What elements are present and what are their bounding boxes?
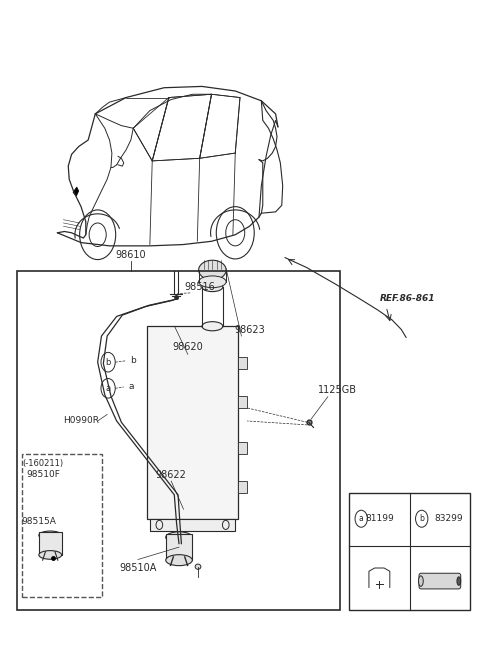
- FancyBboxPatch shape: [419, 573, 461, 589]
- Text: b: b: [106, 358, 111, 366]
- Ellipse shape: [199, 276, 226, 288]
- Bar: [150, 519, 235, 530]
- Bar: [166, 534, 192, 560]
- Bar: [17, 271, 340, 610]
- Ellipse shape: [166, 555, 192, 565]
- Text: 98510F: 98510F: [26, 470, 60, 479]
- Bar: [238, 481, 247, 493]
- Ellipse shape: [39, 531, 61, 540]
- Bar: [22, 453, 102, 598]
- Text: a: a: [129, 382, 134, 391]
- Bar: [147, 326, 238, 519]
- Bar: [238, 357, 247, 368]
- Text: b: b: [419, 514, 424, 523]
- Text: REF.86-861: REF.86-861: [380, 295, 435, 303]
- Text: a: a: [106, 384, 111, 393]
- Text: 98516: 98516: [184, 281, 215, 291]
- Text: 98515A: 98515A: [21, 517, 56, 525]
- Bar: [238, 442, 247, 453]
- Ellipse shape: [202, 322, 223, 331]
- Bar: [349, 493, 470, 610]
- Ellipse shape: [199, 260, 226, 280]
- Text: 1125GB: 1125GB: [318, 385, 357, 395]
- Text: 98510A: 98510A: [120, 563, 156, 573]
- Ellipse shape: [195, 564, 201, 569]
- Ellipse shape: [419, 576, 423, 587]
- Text: 98610: 98610: [116, 250, 146, 260]
- Text: b: b: [130, 356, 136, 364]
- Ellipse shape: [457, 577, 461, 585]
- Bar: [39, 532, 61, 555]
- Text: H0990R: H0990R: [63, 416, 99, 426]
- Ellipse shape: [202, 283, 223, 291]
- Text: a: a: [359, 514, 363, 523]
- Text: 98622: 98622: [156, 470, 187, 480]
- Text: 98623: 98623: [234, 325, 265, 335]
- Text: 81199: 81199: [365, 514, 394, 523]
- Text: 83299: 83299: [434, 514, 463, 523]
- Ellipse shape: [39, 551, 61, 559]
- Polygon shape: [73, 187, 79, 196]
- Text: (-160211): (-160211): [23, 459, 64, 468]
- Ellipse shape: [166, 532, 192, 543]
- Bar: [238, 396, 247, 408]
- Text: 98620: 98620: [172, 343, 203, 353]
